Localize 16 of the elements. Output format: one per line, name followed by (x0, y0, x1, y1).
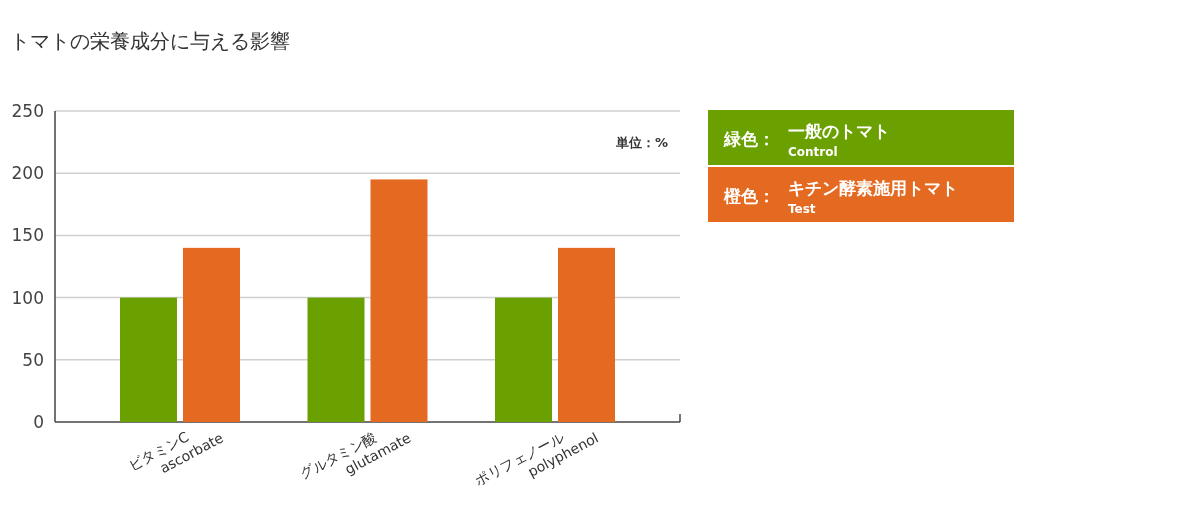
y-tick-label: 100 (11, 287, 44, 308)
y-tick-label: 150 (11, 225, 44, 246)
text: 緑色：一般のトマト Control (723, 121, 890, 159)
y-tick-label: 200 (11, 163, 44, 184)
bar (307, 297, 365, 422)
y-tick-label: 250 (11, 101, 44, 121)
chart-title: トマトの栄養成分に与える影響 (10, 29, 290, 53)
bar (183, 247, 240, 422)
bar (120, 297, 177, 422)
text: 橙色：キチン酵素施用トマト Test (723, 178, 958, 216)
y-tick-label: 0 (33, 412, 44, 432)
bar (495, 297, 552, 422)
y-tick-label: 50 (22, 349, 44, 370)
bar (558, 247, 615, 422)
annotation: 単位：% (614, 135, 668, 150)
bar (370, 179, 428, 422)
